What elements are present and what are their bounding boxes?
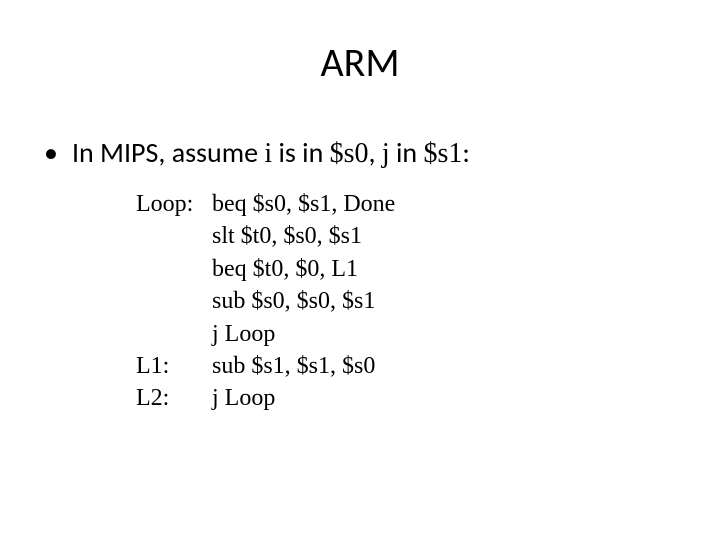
code-label: L2: bbox=[136, 382, 212, 414]
code-row: beq $t0, $0, L1 bbox=[136, 253, 680, 285]
code-row: Loop: beq $s0, $s1, Done bbox=[136, 188, 680, 220]
bullet-mid2: , bbox=[369, 135, 382, 170]
code-instr: beq $s0, $s1, Done bbox=[212, 188, 680, 220]
bullet-suffix: : bbox=[462, 135, 470, 170]
bullet-text: In MIPS, assume i is in $s0, j in $s1: bbox=[72, 135, 470, 170]
code-instr: sub $s0, $s0, $s1 bbox=[212, 285, 680, 317]
slide: ARM • In MIPS, assume i is in $s0, j in … bbox=[0, 0, 720, 540]
code-instr: j Loop bbox=[212, 382, 680, 414]
var-i: i bbox=[264, 138, 272, 169]
code-block: Loop: beq $s0, $s1, Done slt $t0, $s0, $… bbox=[136, 188, 680, 415]
code-row: L2: j Loop bbox=[136, 382, 680, 414]
reg-s0: $s0 bbox=[330, 138, 369, 169]
bullet-mid1: is in bbox=[272, 135, 330, 170]
code-label bbox=[136, 285, 212, 317]
var-j: j bbox=[382, 138, 390, 169]
code-instr: sub $s1, $s1, $s0 bbox=[212, 350, 680, 382]
code-label bbox=[136, 318, 212, 350]
code-label: L1: bbox=[136, 350, 212, 382]
code-row: j Loop bbox=[136, 318, 680, 350]
code-instr: slt $t0, $s0, $s1 bbox=[212, 220, 680, 252]
bullet-line: • In MIPS, assume i is in $s0, j in $s1: bbox=[44, 135, 680, 170]
code-label bbox=[136, 253, 212, 285]
code-label bbox=[136, 220, 212, 252]
bullet-mid3: in bbox=[390, 135, 424, 170]
bullet-prefix: In MIPS, assume bbox=[72, 135, 264, 170]
code-row: sub $s0, $s0, $s1 bbox=[136, 285, 680, 317]
code-row: slt $t0, $s0, $s1 bbox=[136, 220, 680, 252]
code-label: Loop: bbox=[136, 188, 212, 220]
bullet-marker: • bbox=[44, 139, 58, 167]
slide-title: ARM bbox=[40, 38, 680, 87]
code-instr: beq $t0, $0, L1 bbox=[212, 253, 680, 285]
reg-s1: $s1 bbox=[423, 138, 462, 169]
code-row: L1: sub $s1, $s1, $s0 bbox=[136, 350, 680, 382]
code-instr: j Loop bbox=[212, 318, 680, 350]
